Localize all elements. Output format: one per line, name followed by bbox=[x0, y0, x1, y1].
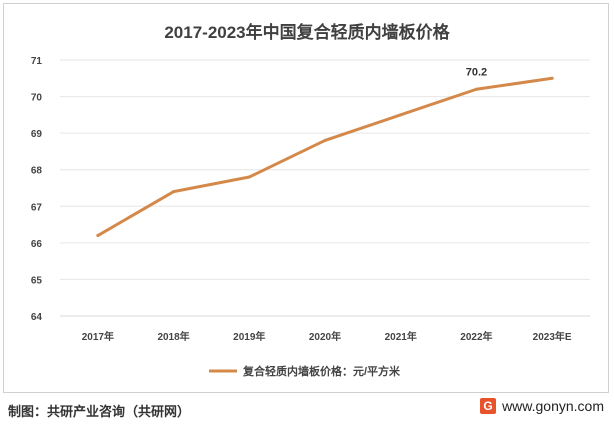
y-tick-label: 70 bbox=[31, 93, 43, 104]
data-point bbox=[550, 76, 554, 80]
x-tick-label: 2017年 bbox=[82, 330, 114, 343]
y-tick-label: 69 bbox=[31, 129, 43, 140]
data-labels: 70.2 bbox=[466, 66, 487, 78]
legend-label: 复合轻质内墙板价格：元/平方米 bbox=[242, 364, 401, 378]
gridlines bbox=[60, 59, 590, 317]
legend: 复合轻质内墙板价格：元/平方米 bbox=[209, 364, 401, 378]
x-tick-labels: 2017年 2018年 2019年 2020年 2021年 2022年 2023年E bbox=[82, 330, 572, 343]
data-point bbox=[474, 87, 478, 91]
chart-title: 2017-2023年中国复合轻质内墙板价格 bbox=[164, 23, 450, 42]
series-lines bbox=[96, 76, 554, 238]
y-tick-label: 67 bbox=[31, 202, 43, 213]
y-tick-label: 65 bbox=[31, 275, 43, 286]
data-point bbox=[96, 234, 100, 238]
data-label: 70.2 bbox=[466, 66, 487, 78]
y-tick-labels: 64 65 66 67 68 69 70 71 bbox=[31, 56, 43, 323]
source-note: 制图：共研产业咨询（共研网） bbox=[8, 404, 191, 419]
x-tick-label: 2019年 bbox=[233, 330, 265, 343]
x-tick-label: 2022年 bbox=[460, 330, 492, 343]
data-point bbox=[323, 138, 327, 142]
data-point bbox=[172, 190, 176, 194]
website-url[interactable]: www.gonyn.com bbox=[502, 398, 604, 414]
chart-frame bbox=[3, 3, 609, 393]
data-point bbox=[399, 113, 403, 117]
series-line-0 bbox=[96, 76, 554, 238]
website-credit[interactable]: G www.gonyn.com bbox=[480, 398, 604, 414]
y-tick-label: 71 bbox=[31, 56, 43, 67]
y-tick-label: 66 bbox=[31, 239, 43, 250]
x-tick-label: 2023年E bbox=[533, 330, 572, 343]
x-tick-label: 2020年 bbox=[309, 330, 341, 343]
gonyn-logo-icon: G bbox=[480, 398, 497, 414]
x-tick-label: 2021年 bbox=[385, 330, 417, 343]
data-point bbox=[247, 175, 251, 179]
x-tick-label: 2018年 bbox=[157, 330, 189, 343]
y-tick-label: 64 bbox=[31, 312, 43, 323]
y-tick-label: 68 bbox=[31, 166, 43, 177]
